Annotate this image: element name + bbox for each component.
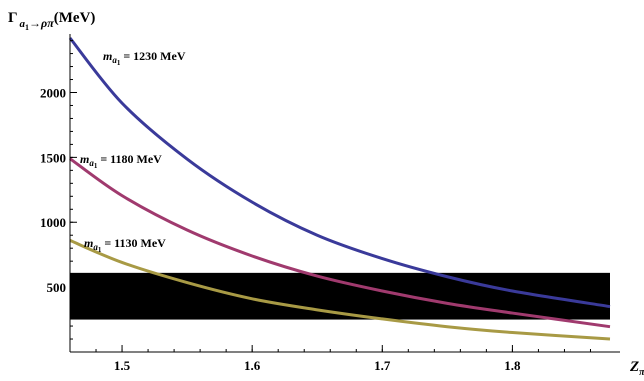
y-tick-label: 1000 [40, 215, 66, 230]
series-annotation-2: ma1 = 1180 MeV [80, 152, 162, 170]
x-tick-label: 1.8 [504, 358, 521, 373]
y-tick-label: 1500 [40, 150, 66, 165]
series-annotation-1: ma1 = 1230 MeV [103, 49, 186, 67]
series-line-2 [69, 157, 611, 329]
y-tick-label: 500 [47, 280, 67, 295]
series-line-3 [69, 239, 611, 341]
ticks-group: 1.5 1.6 1.7 1.8 500 1000 1500 2000 [40, 40, 591, 373]
series-line-1 [68, 37, 611, 309]
x-tick-label: 1.7 [374, 358, 391, 373]
annotations-group: ma1 = 1230 MeV ma1 = 1180 MeV ma1 = 1130 M… [80, 49, 186, 254]
x-tick-label: 1.5 [114, 358, 131, 373]
x-axis-title: Zπ [629, 359, 644, 378]
x-tick-label: 1.6 [244, 358, 261, 373]
y-tick-label: 2000 [40, 85, 66, 100]
curves-group [68, 37, 611, 341]
series-annotation-3: ma1 = 1130 MeV [84, 236, 166, 254]
